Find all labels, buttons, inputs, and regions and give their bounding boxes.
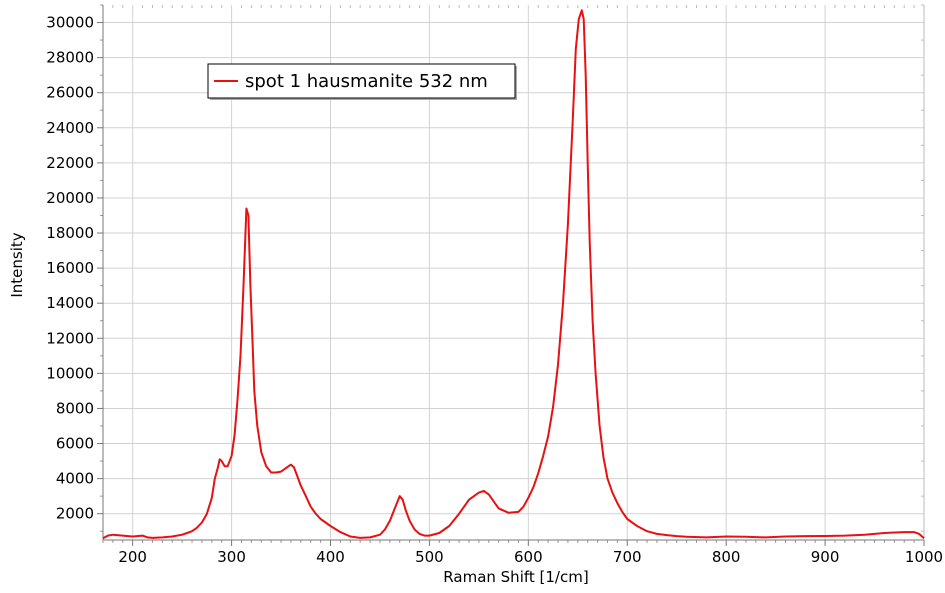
legend: spot 1 hausmanite 532 nm <box>207 63 517 100</box>
series-group <box>102 9 925 540</box>
y-tick-label: 20000 <box>46 189 94 207</box>
y-tick-label: 14000 <box>46 294 94 312</box>
x-axis-title: Raman Shift [1/cm] <box>443 568 588 586</box>
legend-box <box>207 63 516 99</box>
x-tick-label: 500 <box>415 548 444 566</box>
y-tick-label: 2000 <box>56 505 94 523</box>
y-tick-labels: 2000 4000 6000 8000 10000 12000 14000 16000 1800… <box>46 14 94 523</box>
y-tick-label: 16000 <box>46 259 94 277</box>
axes <box>97 5 925 546</box>
y-tick-label: 8000 <box>56 399 94 417</box>
x-tick-label: 600 <box>514 548 543 566</box>
y-tick-label: 4000 <box>56 470 94 488</box>
x-tick-label: 700 <box>613 548 642 566</box>
y-tick-label: 24000 <box>46 119 94 137</box>
y-tick-label: 6000 <box>56 435 94 453</box>
x-tick-label: 1000 <box>905 548 943 566</box>
x-tick-label: 300 <box>217 548 246 566</box>
series-line <box>102 9 925 540</box>
x-tick-labels: 200 300 400 500 600 700 800 900 1000 <box>118 548 943 566</box>
y-tick-label: 22000 <box>46 154 94 172</box>
y-tick-label: 12000 <box>46 329 94 347</box>
x-tick-label: 200 <box>118 548 147 566</box>
x-tick-label: 900 <box>811 548 840 566</box>
x-tick-label: 400 <box>316 548 345 566</box>
y-tick-label: 28000 <box>46 49 94 67</box>
y-axis-title: Intensity <box>8 232 26 297</box>
y-tick-label: 30000 <box>46 14 94 32</box>
y-tick-label: 18000 <box>46 224 94 242</box>
y-tick-label: 26000 <box>46 84 94 102</box>
y-tick-label: 10000 <box>46 364 94 382</box>
legend-label: spot 1 hausmanite 532 nm <box>245 71 488 92</box>
x-tick-label: 800 <box>712 548 741 566</box>
